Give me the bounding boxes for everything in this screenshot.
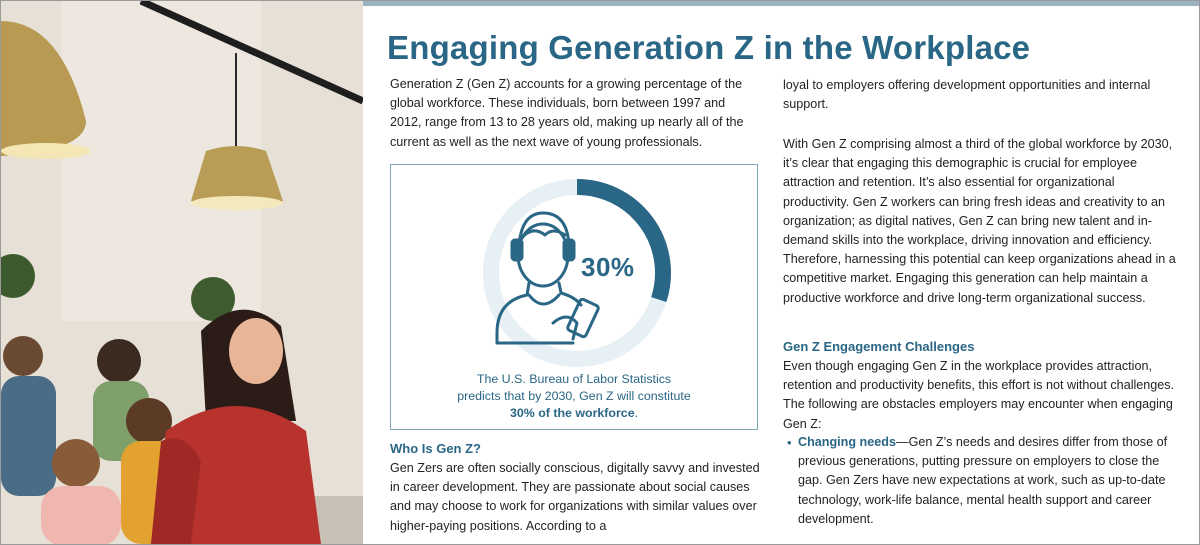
- caption-emphasis: 30% of the workforce: [509, 406, 635, 420]
- percent-label: 30%: [581, 252, 635, 282]
- person-with-headset-and-clipboard-icon: [495, 211, 600, 345]
- document-title: Engaging Generation Z in the Workplace: [387, 29, 1031, 66]
- bullet-dot-icon: •: [787, 435, 792, 450]
- office-photo: [1, 1, 363, 544]
- donut-arc-30-percent: [576, 179, 671, 303]
- bullet-body: Gen Z’s needs and desires differ from th…: [798, 435, 1168, 526]
- statistic-callout-box: 30% The U.S. Bureau of Labor Statistics …: [390, 164, 758, 430]
- caption-line-3: 30% of the workforce.: [391, 405, 757, 422]
- top-accent-bar: [363, 1, 1199, 6]
- who-is-gen-z-paragraph: Gen Zers are often socially conscious, d…: [390, 461, 760, 533]
- statistic-caption: The U.S. Bureau of Labor Statistics pred…: [391, 371, 757, 422]
- who-is-gen-z-heading: Who Is Gen Z?: [390, 441, 481, 456]
- percent-donut: [483, 179, 671, 367]
- right-paragraph-2: With Gen Z comprising almost a third of …: [783, 137, 1176, 305]
- challenges-paragraph: Even though engaging Gen Z in the workpl…: [783, 359, 1175, 431]
- intro-paragraph: Generation Z (Gen Z) accounts for a grow…: [390, 77, 744, 149]
- caption-end: .: [634, 406, 639, 420]
- bullet-text: Changing needs—Gen Z’s needs and desires…: [798, 433, 1183, 529]
- bullet-dash: —: [895, 435, 909, 449]
- bullet-lead: Changing needs: [798, 435, 896, 449]
- right-paragraph-1: loyal to employers offering development …: [783, 78, 1151, 112]
- office-photo-illustration: [1, 1, 363, 544]
- caption-line-2: predicts that by 2030, Gen Z will consti…: [457, 389, 691, 403]
- caption-line-1: The U.S. Bureau of Labor Statistics: [476, 372, 672, 386]
- challenges-heading: Gen Z Engagement Challenges: [783, 339, 975, 354]
